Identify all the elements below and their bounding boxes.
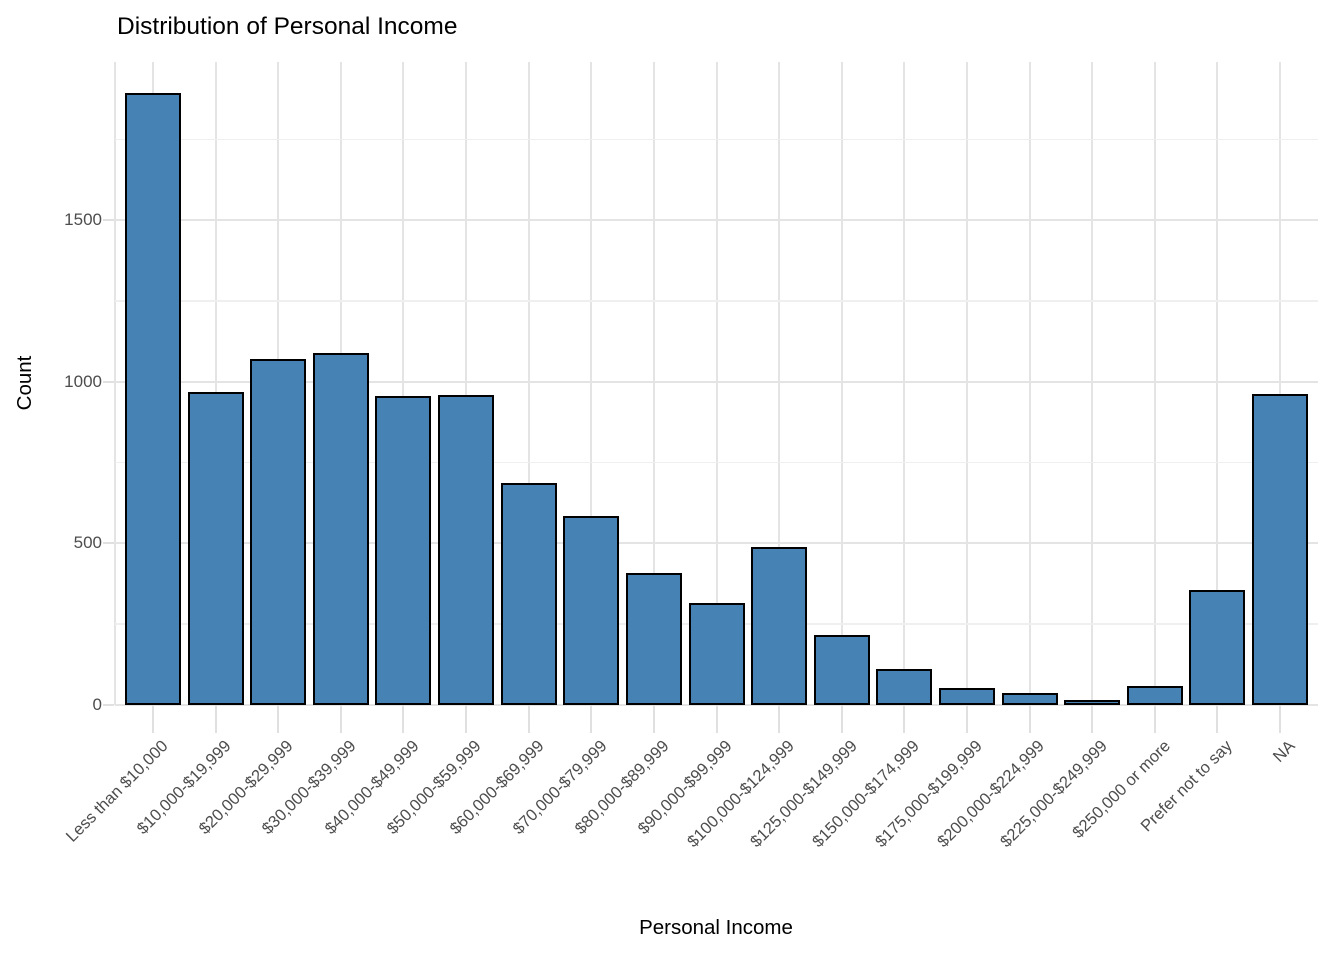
x-tick-mark: [590, 705, 593, 733]
x-tick-mark: [778, 705, 781, 733]
x-tick-mark: [152, 705, 154, 733]
bar-11: [751, 547, 808, 705]
x-tick-label: $175,000-$199,999: [871, 737, 986, 851]
panel-left-edge-line: [114, 62, 116, 705]
bar-17: [1126, 685, 1183, 705]
bar-9: [625, 573, 682, 705]
grid-minor-line: [115, 138, 1318, 141]
x-tick-mark: [652, 705, 655, 733]
bar-10: [688, 603, 745, 705]
bar-15: [1001, 693, 1058, 705]
y-tick-mark: [103, 542, 114, 545]
x-tick-mark: [1216, 705, 1219, 733]
grid-major-line: [115, 380, 1318, 383]
grid-vertical-line: [715, 62, 718, 705]
grid-vertical-line: [1153, 62, 1156, 705]
x-axis-title: Personal Income: [639, 916, 793, 939]
bar-8: [563, 515, 620, 705]
x-tick-mark: [840, 705, 843, 733]
bar-6: [438, 394, 495, 705]
x-tick-mark: [527, 705, 530, 733]
grid-major-line: [115, 542, 1318, 545]
grid-major-line: [115, 219, 1318, 222]
bar-12: [813, 634, 870, 705]
grid-minor-line: [115, 461, 1318, 464]
bar-16: [1064, 699, 1121, 705]
x-tick-mark: [903, 705, 906, 733]
x-tick-label: $125,000-$149,999: [746, 737, 861, 851]
y-axis-title: Count: [13, 355, 36, 411]
grid-vertical-line: [214, 62, 217, 705]
grid-vertical-line: [1216, 62, 1219, 705]
plot-panel: [114, 62, 1318, 706]
grid-vertical-line: [527, 62, 530, 705]
grid-vertical-line: [840, 62, 843, 705]
bar-14: [938, 688, 995, 705]
bar-4: [312, 353, 369, 705]
grid-vertical-line: [1028, 62, 1031, 705]
grid-vertical-line: [903, 62, 906, 705]
bar-18: [1189, 590, 1246, 705]
grid-vertical-line: [465, 62, 468, 705]
bar-1: [125, 93, 181, 705]
grid-minor-line: [115, 300, 1318, 302]
x-tick-mark: [402, 705, 405, 733]
x-tick-mark: [465, 705, 468, 733]
x-tick-label: $100,000-$124,999: [683, 737, 798, 851]
x-tick-label: $150,000-$174,999: [809, 737, 924, 851]
x-tick-mark: [1028, 705, 1031, 733]
x-tick-label: NA: [1269, 737, 1299, 766]
x-tick-mark: [1153, 705, 1156, 733]
y-tick-mark: [103, 219, 114, 222]
grid-vertical-line: [402, 62, 405, 705]
y-tick-label: 1500: [64, 210, 102, 230]
x-tick-mark: [339, 705, 342, 733]
bar-13: [876, 668, 933, 705]
x-tick-mark: [214, 705, 217, 733]
bar-5: [375, 396, 432, 705]
grid-vertical-line: [778, 62, 781, 705]
y-tick-label: 500: [73, 533, 102, 553]
bar-2: [187, 392, 244, 705]
x-tick-mark: [277, 705, 280, 733]
y-tick-mark: [103, 704, 114, 706]
bar-3: [250, 358, 307, 705]
y-tick-label: 1000: [64, 371, 102, 391]
chart-title: Distribution of Personal Income: [117, 13, 458, 40]
grid-vertical-line: [652, 62, 655, 705]
bar-19: [1252, 394, 1308, 705]
grid-vertical-line: [965, 62, 968, 705]
x-tick-label: Less than $10,000: [62, 737, 172, 846]
grid-vertical-line: [590, 62, 593, 705]
x-tick-label: $225,000-$249,999: [996, 737, 1111, 851]
x-tick-mark: [965, 705, 968, 733]
y-tick-label: 0: [92, 695, 102, 714]
x-tick-mark: [1091, 705, 1094, 733]
y-tick-mark: [103, 380, 114, 383]
grid-vertical-line: [1091, 62, 1094, 705]
x-tick-mark: [715, 705, 718, 733]
bar-7: [500, 483, 557, 705]
x-tick-label: $200,000-$224,999: [934, 737, 1049, 851]
x-tick-mark: [1279, 705, 1281, 733]
grid-vertical-line: [1279, 62, 1281, 705]
